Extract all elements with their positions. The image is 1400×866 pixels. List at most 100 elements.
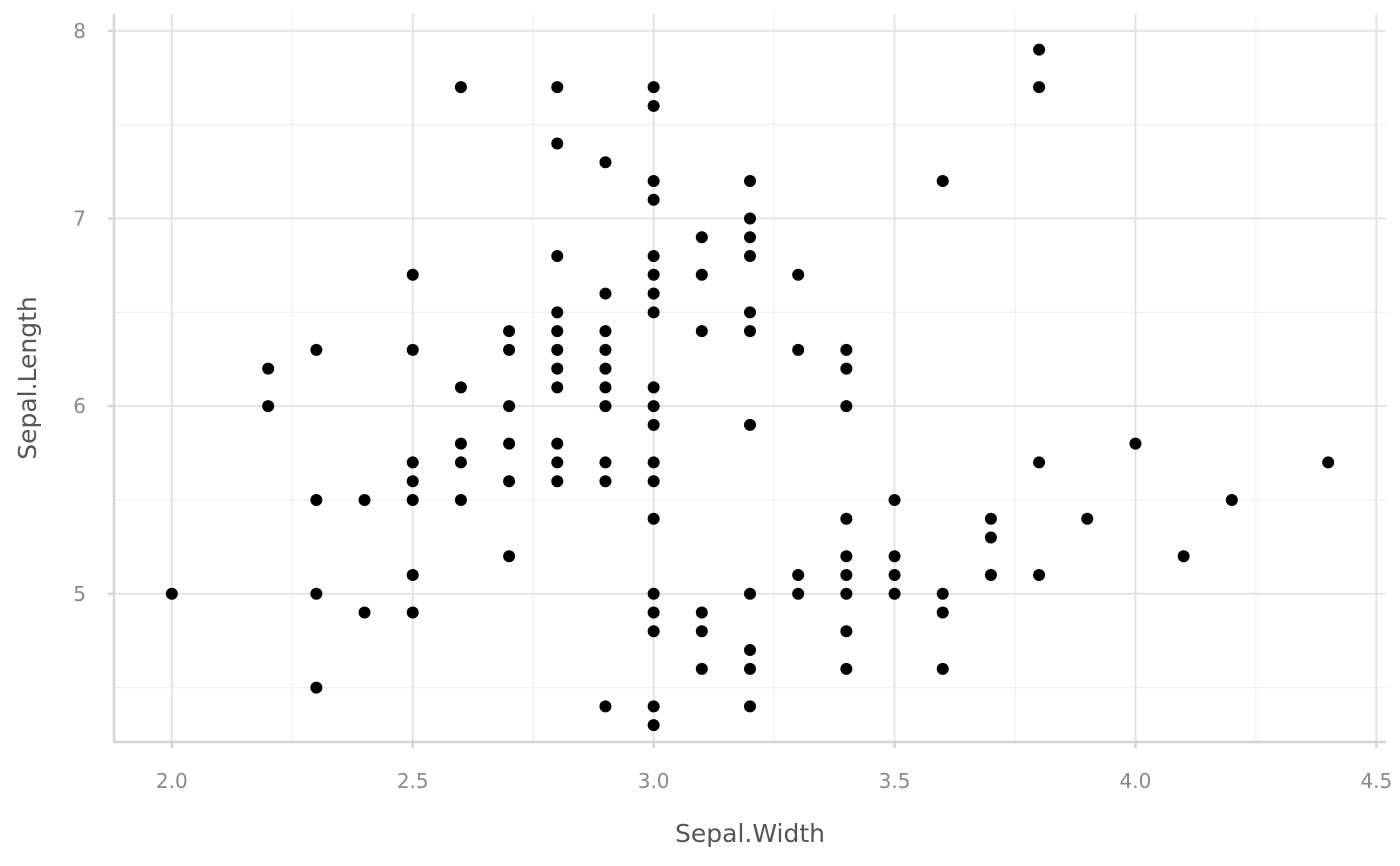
data-point (647, 99, 660, 112)
data-point (406, 268, 419, 281)
data-point (647, 475, 660, 488)
data-point (984, 569, 997, 582)
data-point (599, 400, 612, 413)
data-point (695, 325, 708, 338)
x-tick-label: 3.5 (879, 769, 911, 793)
data-point (647, 587, 660, 600)
data-point (888, 493, 901, 506)
data-point (1177, 550, 1190, 563)
data-point (840, 362, 853, 375)
data-point (1033, 43, 1046, 56)
data-point (647, 81, 660, 94)
data-point (840, 343, 853, 356)
data-point (503, 475, 516, 488)
data-point (840, 550, 853, 563)
data-point (454, 381, 467, 394)
data-point (1033, 456, 1046, 469)
data-point (454, 493, 467, 506)
data-point (647, 174, 660, 187)
data-point (744, 174, 756, 187)
data-point (503, 343, 516, 356)
y-tick-label: 5 (73, 582, 86, 606)
data-point (647, 400, 660, 413)
data-point (551, 475, 564, 488)
data-point (792, 268, 805, 281)
data-point (503, 437, 516, 450)
data-point (695, 662, 708, 675)
data-point (936, 606, 949, 619)
data-point (840, 662, 853, 675)
data-point (647, 418, 660, 431)
data-point (406, 493, 419, 506)
data-point (695, 231, 708, 244)
data-point (744, 418, 756, 431)
data-point (840, 569, 853, 582)
y-axis-title: Sepal.Length (13, 296, 42, 460)
data-point (551, 81, 564, 94)
data-point (406, 475, 419, 488)
data-point (406, 343, 419, 356)
data-point (1033, 569, 1046, 582)
data-point (647, 306, 660, 319)
data-point (647, 700, 660, 713)
data-point (744, 250, 756, 263)
grid (114, 14, 1386, 742)
x-tick-label: 2.5 (397, 769, 429, 793)
data-point (551, 381, 564, 394)
data-point (1033, 81, 1046, 94)
data-point (695, 606, 708, 619)
data-point (406, 569, 419, 582)
data-point (840, 625, 853, 638)
data-point (551, 343, 564, 356)
data-points (165, 43, 1335, 732)
data-point (888, 587, 901, 600)
x-tick-labels: 2.0 2.5 3.0 3.5 4.0 4.5 (156, 769, 1392, 793)
data-point (888, 569, 901, 582)
data-point (888, 550, 901, 563)
data-point (744, 644, 756, 657)
data-point (936, 662, 949, 675)
data-point (358, 606, 371, 619)
y-tick-labels: 5 6 7 8 (73, 19, 86, 606)
data-point (647, 287, 660, 300)
data-point (647, 512, 660, 525)
data-point (551, 250, 564, 263)
data-point (406, 606, 419, 619)
data-point (262, 362, 275, 375)
data-point (744, 662, 756, 675)
data-point (936, 174, 949, 187)
data-point (551, 437, 564, 450)
x-tick-label: 2.0 (156, 769, 188, 793)
data-point (551, 306, 564, 319)
data-point (1081, 512, 1094, 525)
data-point (551, 362, 564, 375)
data-point (599, 156, 612, 169)
data-point (165, 587, 178, 600)
data-point (647, 268, 660, 281)
data-point (647, 250, 660, 263)
data-point (744, 587, 756, 600)
data-point (599, 325, 612, 338)
data-point (599, 362, 612, 375)
data-point (551, 325, 564, 338)
data-point (744, 306, 756, 319)
data-point (744, 700, 756, 713)
data-point (792, 587, 805, 600)
x-tick-label: 3.0 (638, 769, 670, 793)
data-point (744, 325, 756, 338)
data-point (454, 81, 467, 94)
data-point (406, 456, 419, 469)
data-point (792, 569, 805, 582)
data-point (358, 493, 371, 506)
data-point (647, 606, 660, 619)
data-point (599, 287, 612, 300)
data-point (984, 512, 997, 525)
x-axis-title: Sepal.Width (675, 819, 825, 848)
data-point (310, 493, 323, 506)
data-point (695, 625, 708, 638)
data-point (647, 625, 660, 638)
data-point (262, 400, 275, 413)
axes (108, 14, 1386, 748)
data-point (599, 700, 612, 713)
